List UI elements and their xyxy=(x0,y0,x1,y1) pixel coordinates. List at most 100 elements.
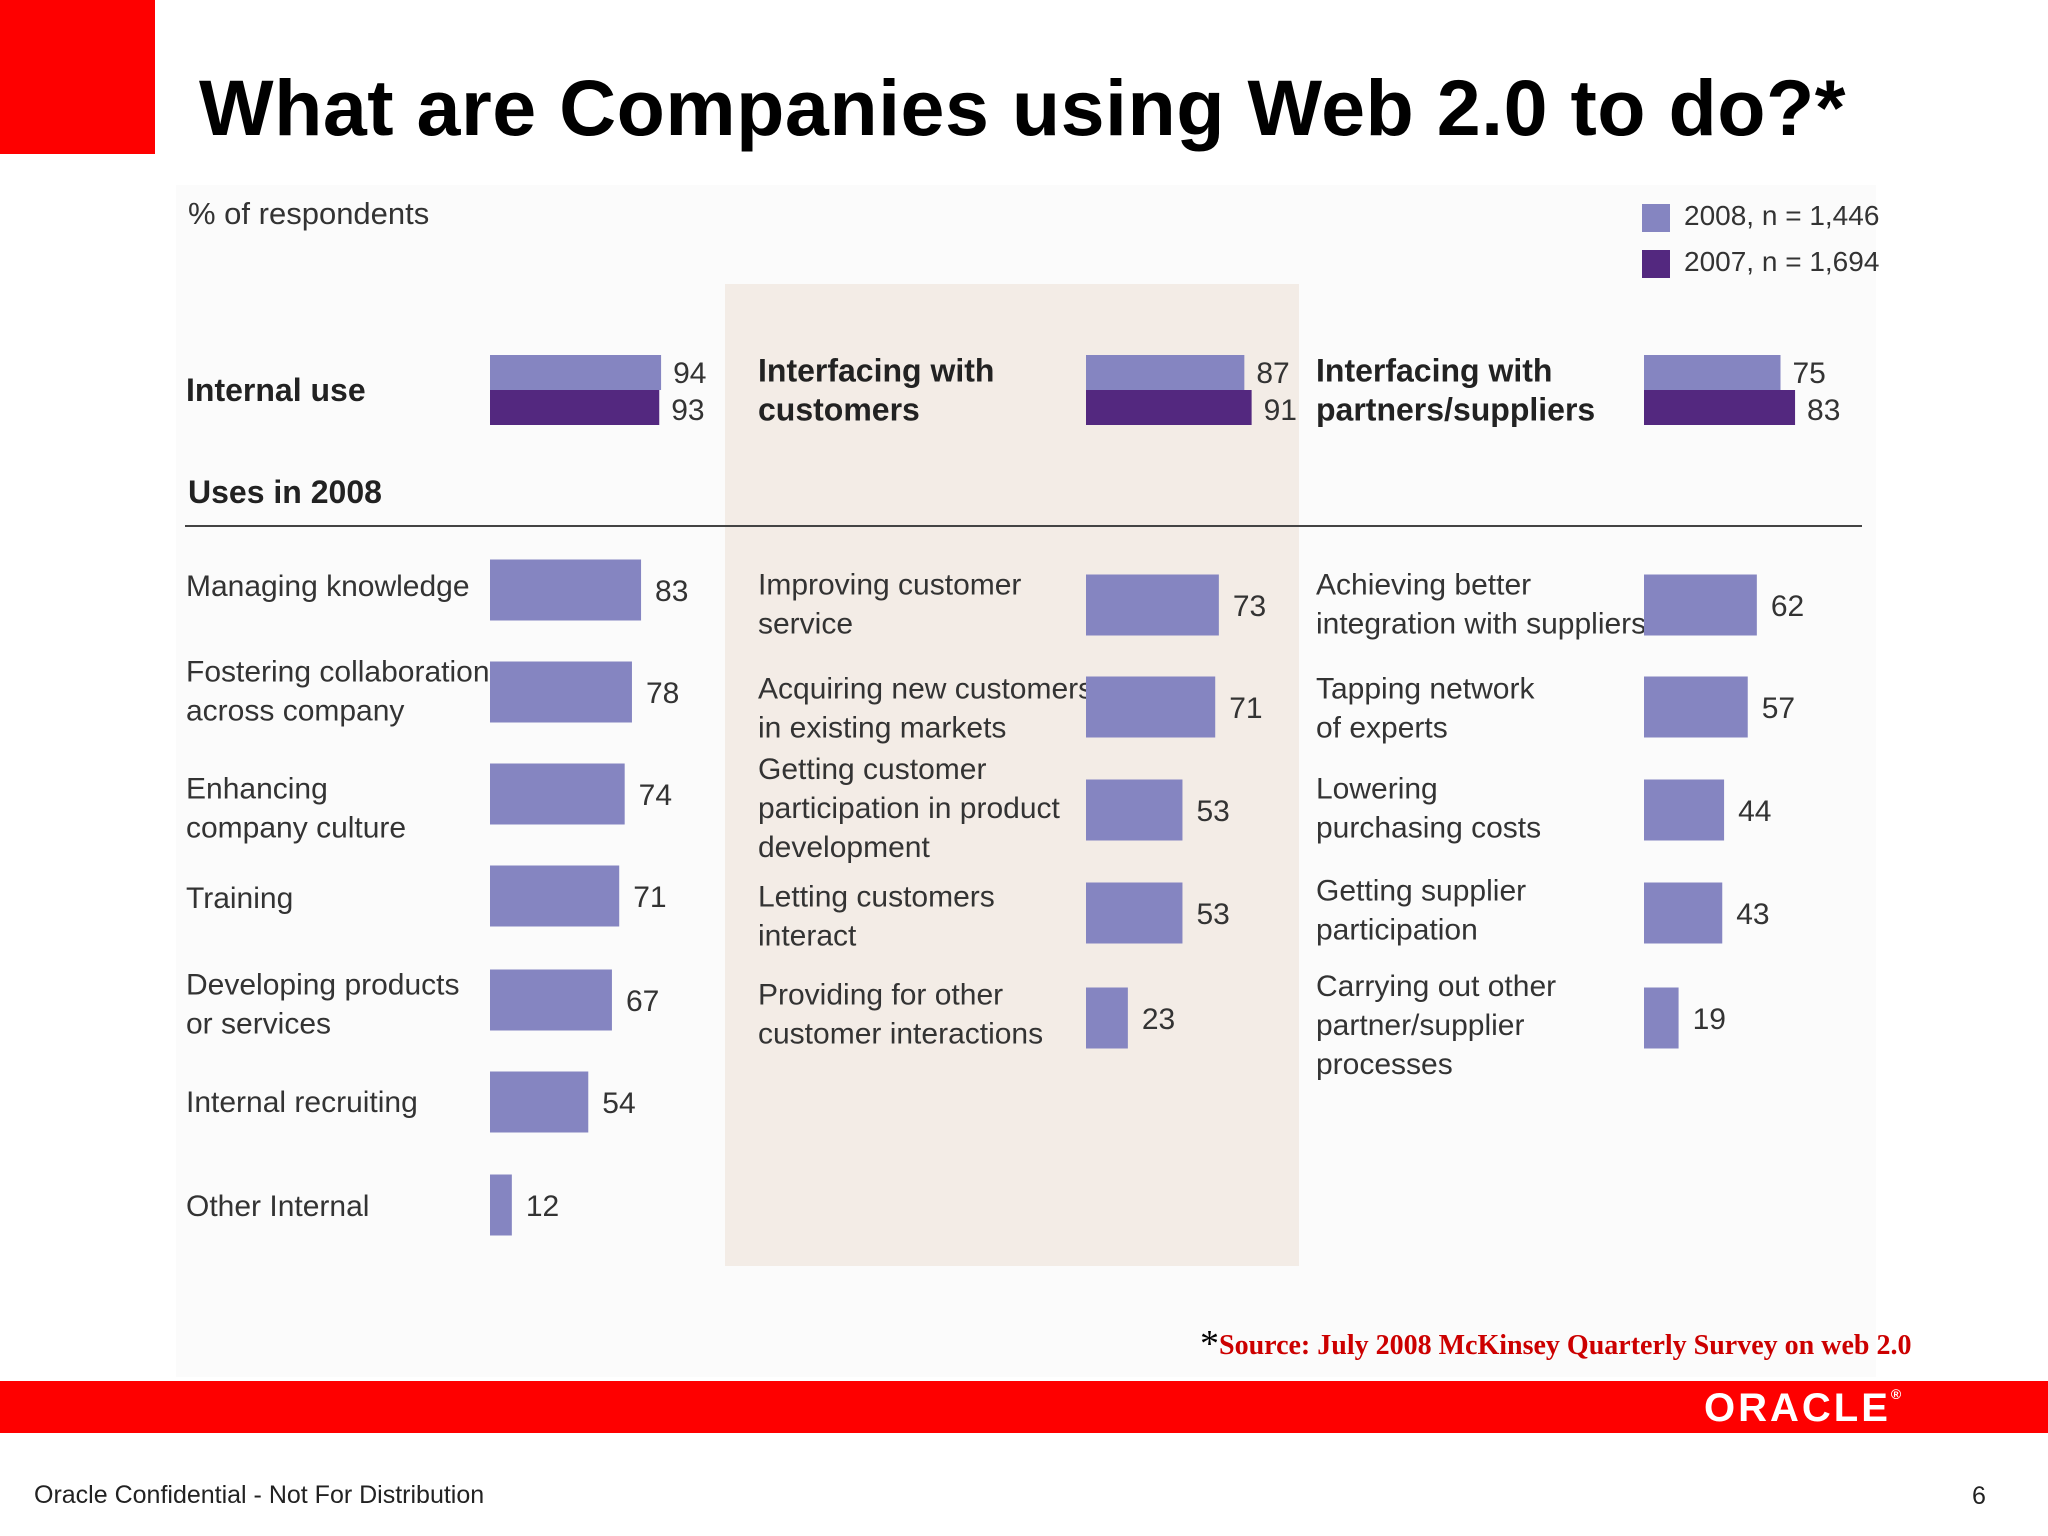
source-asterisk: * xyxy=(1200,1323,1219,1365)
bar-value-0-1: 78 xyxy=(646,677,679,710)
legend-swatch-2008 xyxy=(1642,204,1670,232)
bar-chart: Internal use 94 93 Interfacing with customer… xyxy=(186,353,1840,1236)
bar-2-4 xyxy=(1644,987,1679,1049)
bar-label-0-2-line-2: company culture xyxy=(186,812,406,845)
bar-label-0-2-line-1: Enhancing xyxy=(186,773,328,806)
bar-value-1-2: 53 xyxy=(1196,795,1229,828)
headline-bar-2007-1 xyxy=(1086,390,1252,425)
bar-label-2-4-line-1: Carrying out other xyxy=(1316,970,1556,1003)
headline-bar-2008-0 xyxy=(490,355,662,390)
red-corner-block xyxy=(0,0,155,154)
bar-value-0-0: 83 xyxy=(655,575,688,608)
headline-bar-2008-2 xyxy=(1644,355,1781,390)
bar-0-0 xyxy=(490,559,642,621)
headline-bar-2007-0 xyxy=(490,390,660,425)
source-note: *Source: July 2008 McKinsey Quarterly Su… xyxy=(1200,1322,1911,1366)
bar-label-1-1-line-1: Acquiring new customers xyxy=(758,673,1093,706)
customers-column-band xyxy=(725,284,1299,1266)
bar-value-0-5: 54 xyxy=(602,1087,635,1120)
bar-value-1-3: 53 xyxy=(1196,898,1229,931)
oracle-logo: ORACLE® xyxy=(1704,1386,1901,1431)
headline-bar-2007-2 xyxy=(1644,390,1796,425)
bar-label-1-3-line-1: Letting customers xyxy=(758,881,995,914)
bar-label-1-4-line-1: Providing for other xyxy=(758,979,1003,1012)
headline-label-2-line-2: partners/suppliers xyxy=(1316,392,1595,428)
bar-label-2-1-line-2: of experts xyxy=(1316,712,1448,745)
headline-value-2008-1: 87 xyxy=(1256,357,1289,390)
bar-value-0-3: 71 xyxy=(633,881,666,914)
page-number: 6 xyxy=(1972,1482,1986,1510)
source-text: Source: July 2008 McKinsey Quarterly Sur… xyxy=(1219,1330,1912,1361)
bar-0-1 xyxy=(490,661,632,723)
headline-label-1-line-2: customers xyxy=(758,392,920,428)
footer-red-band xyxy=(0,1381,2048,1433)
footer-confidential: Oracle Confidential - Not For Distributi… xyxy=(34,1481,485,1509)
bar-2-2 xyxy=(1644,779,1725,841)
bar-label-2-0-line-2: integration with suppliers xyxy=(1316,608,1646,641)
bar-value-0-2: 74 xyxy=(639,779,672,812)
bar-0-5 xyxy=(490,1071,589,1133)
bar-label-0-0-line-1: Managing knowledge xyxy=(186,570,470,603)
bar-label-2-3-line-1: Getting supplier xyxy=(1316,875,1526,908)
chart-divider xyxy=(185,525,1862,527)
bar-2-3 xyxy=(1644,882,1723,944)
bar-label-2-2-line-2: purchasing costs xyxy=(1316,812,1541,845)
bar-label-0-6-line-1: Other Internal xyxy=(186,1190,369,1223)
bar-label-1-2-line-3: development xyxy=(758,831,930,864)
section-label-uses-2008: Uses in 2008 xyxy=(188,474,382,510)
bar-label-2-3-line-2: participation xyxy=(1316,914,1478,947)
headline-value-2007-0: 93 xyxy=(671,394,704,427)
legend-swatch-2007 xyxy=(1642,250,1670,278)
legend-label-2008: 2008, n = 1,446 xyxy=(1684,200,1880,231)
bar-2-0 xyxy=(1644,574,1757,636)
bar-label-0-1-line-1: Fostering collaboration xyxy=(186,656,490,689)
headline-value-2007-2: 83 xyxy=(1807,394,1840,427)
bar-1-3 xyxy=(1086,882,1183,944)
bar-value-2-4: 19 xyxy=(1693,1003,1726,1036)
bar-1-0 xyxy=(1086,574,1219,636)
bar-value-2-1: 57 xyxy=(1762,692,1795,725)
bar-label-0-4-line-1: Developing products xyxy=(186,969,460,1002)
bar-label-1-2-line-2: participation in product xyxy=(758,792,1061,825)
bar-value-2-3: 43 xyxy=(1736,898,1769,931)
bar-label-1-4-line-2: customer interactions xyxy=(758,1018,1043,1051)
bar-label-1-3-line-2: interact xyxy=(758,920,857,953)
bar-value-1-4: 23 xyxy=(1142,1003,1175,1036)
bar-0-6 xyxy=(490,1174,512,1236)
bar-value-0-4: 67 xyxy=(626,985,659,1018)
bar-value-1-0: 73 xyxy=(1233,590,1266,623)
bar-label-1-1-line-2: in existing markets xyxy=(758,712,1006,745)
legend-label-2007: 2007, n = 1,694 xyxy=(1684,246,1880,277)
bar-label-1-0-line-1: Improving customer xyxy=(758,569,1021,602)
registered-mark: ® xyxy=(1890,1386,1902,1402)
bar-1-1 xyxy=(1086,676,1216,738)
bar-label-2-0-line-1: Achieving better xyxy=(1316,569,1531,602)
headline-label-2-line-1: Interfacing with xyxy=(1316,353,1552,389)
bar-value-0-6: 12 xyxy=(526,1190,559,1223)
bar-label-0-3-line-1: Training xyxy=(186,882,293,915)
bar-value-2-0: 62 xyxy=(1771,590,1804,623)
bar-1-4 xyxy=(1086,987,1128,1049)
bar-label-0-4-line-2: or services xyxy=(186,1008,331,1041)
headline-value-2008-2: 75 xyxy=(1793,357,1826,390)
bar-label-1-0-line-2: service xyxy=(758,608,853,641)
bar-0-3 xyxy=(490,865,620,927)
bar-0-4 xyxy=(490,969,612,1031)
bar-1-2 xyxy=(1086,779,1183,841)
headline-bar-2008-1 xyxy=(1086,355,1245,390)
bar-value-2-2: 44 xyxy=(1738,795,1771,828)
headline-value-2007-1: 91 xyxy=(1264,394,1297,427)
bar-value-1-1: 71 xyxy=(1229,692,1262,725)
bar-0-2 xyxy=(490,763,625,825)
bar-label-2-4-line-3: processes xyxy=(1316,1048,1453,1081)
headline-label-0-line-1: Internal use xyxy=(186,372,366,408)
bar-label-2-2-line-1: Lowering xyxy=(1316,773,1438,806)
bar-label-2-1-line-1: Tapping network xyxy=(1316,673,1535,706)
bar-label-0-1-line-2: across company xyxy=(186,695,404,728)
bar-2-1 xyxy=(1644,676,1748,738)
headline-value-2008-0: 94 xyxy=(673,357,706,390)
bar-label-1-2-line-1: Getting customer xyxy=(758,753,986,786)
chart-subtitle: % of respondents xyxy=(188,196,430,231)
oracle-logo-text: ORACLE xyxy=(1704,1386,1891,1430)
bar-label-2-4-line-2: partner/supplier xyxy=(1316,1009,1524,1042)
